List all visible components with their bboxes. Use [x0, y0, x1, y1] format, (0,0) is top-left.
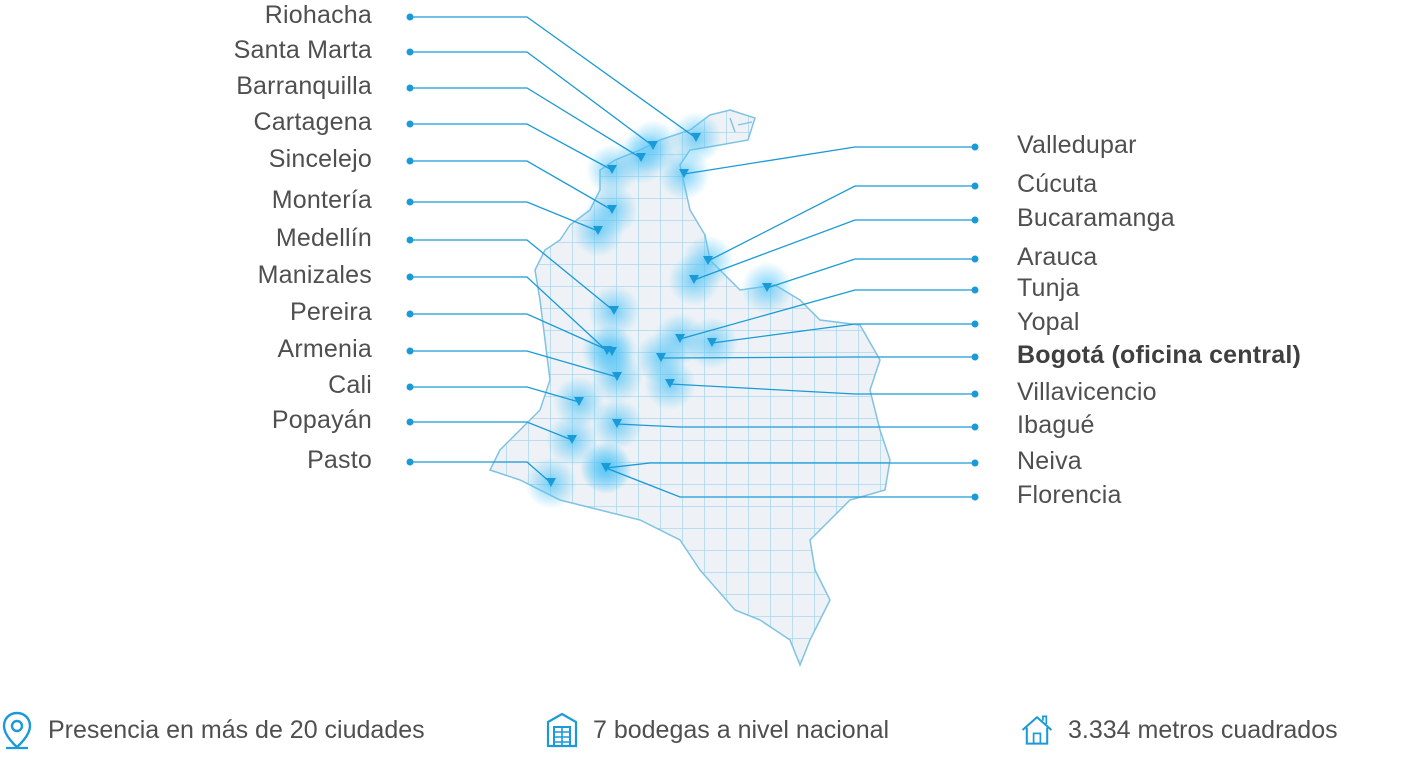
florencia-leader-line [605, 467, 975, 498]
city-label-florencia: Florencia [1017, 481, 1122, 509]
cucuta-marker [703, 256, 713, 265]
city-label-manizales: Manizales [257, 261, 372, 289]
valledupar-marker [679, 169, 689, 178]
bogota-oficina-central-leader-line [660, 356, 975, 359]
city-label-yopal: Yopal [1017, 308, 1080, 336]
bucaramanga-marker [689, 275, 699, 284]
city-label-arauca: Arauca [1017, 243, 1098, 271]
ibague-leader-line [616, 423, 975, 428]
stat-warehouses: 7 bodegas a nivel nacional [545, 705, 889, 755]
manizales-leader-line [410, 276, 608, 352]
cali-leader-line [410, 386, 580, 403]
house-icon [1021, 715, 1053, 745]
city-label-armenia: Armenia [277, 335, 372, 363]
florencia-marker [601, 463, 611, 472]
riohacha-marker [691, 133, 701, 142]
cali-marker [574, 397, 584, 406]
stats-footer: Presencia en más de 20 ciudades 7 bodega… [0, 705, 1402, 763]
city-label-popayan: Popayán [271, 406, 372, 434]
pereira-leader-line [410, 313, 613, 353]
city-label-cartagena: Cartagena [253, 108, 372, 136]
tunja-marker [675, 334, 685, 343]
pasto-leader-line [410, 461, 552, 484]
city-label-valledupar: Valledupar [1017, 131, 1137, 159]
popayan-marker [567, 435, 577, 444]
city-label-santa-marta: Santa Marta [233, 36, 372, 64]
city-label-tunja: Tunja [1017, 274, 1080, 302]
city-label-bucaramanga: Bucaramanga [1017, 204, 1175, 232]
cartagena-marker [607, 165, 617, 174]
city-label-cucuta: Cúcuta [1017, 170, 1098, 198]
stat-warehouses-text: 7 bodegas a nivel nacional [593, 715, 890, 744]
villavicencio-leader-line [669, 383, 975, 395]
colombia-map [406, 13, 979, 666]
cartagena-leader-line [410, 123, 613, 171]
city-label-medellin: Medellín [275, 224, 372, 252]
bogota-oficina-central-marker [656, 353, 666, 362]
pasto-marker [546, 478, 556, 487]
medellin-leader-line [410, 239, 615, 312]
yopal-leader-line [711, 323, 975, 344]
santa-marta-marker [648, 141, 658, 150]
ibague-marker [612, 419, 622, 428]
warehouse-icon [546, 712, 578, 748]
stat-cities: Presencia en más de 20 ciudades [0, 705, 425, 755]
monteria-leader-line [410, 201, 599, 232]
stat-area: 3.334 metros cuadrados [1020, 705, 1338, 755]
leader-lines [406, 13, 979, 501]
city-label-neiva: Neiva [1017, 447, 1082, 475]
valledupar-leader-line [683, 146, 975, 175]
popayan-leader-line [410, 421, 573, 441]
arauca-marker [762, 283, 772, 292]
city-label-pereira: Pereira [290, 298, 372, 326]
city-label-sincelejo: Sincelejo [268, 145, 372, 173]
arauca-leader-line [766, 258, 975, 289]
city-label-cali: Cali [328, 371, 372, 399]
sincelejo-leader-line [410, 160, 613, 211]
yopal-marker [707, 338, 717, 347]
city-label-riohacha: Riohacha [264, 1, 372, 29]
riohacha-leader-line [410, 16, 697, 139]
neiva-leader-line [605, 462, 975, 469]
tunja-leader-line [679, 289, 975, 340]
city-label-ibague: Ibagué [1017, 411, 1095, 439]
santa-marta-leader-line [410, 51, 654, 147]
armenia-leader-line [410, 350, 618, 378]
city-label-barranquilla: Barranquilla [236, 72, 372, 100]
stat-area-text: 3.334 metros cuadrados [1068, 715, 1338, 744]
bucaramanga-leader-line [693, 219, 975, 281]
city-label-pasto: Pasto [307, 446, 372, 474]
city-label-monteria: Montería [271, 186, 372, 214]
sincelejo-marker [607, 205, 617, 214]
location-pin-icon [2, 711, 32, 750]
city-label-bogota-oficina-central: Bogotá (oficina central) [1017, 341, 1301, 369]
villavicencio-marker [665, 379, 675, 388]
city-markers [546, 133, 772, 487]
city-label-villavicencio: Villavicencio [1017, 378, 1157, 406]
stat-cities-text: Presencia en más de 20 ciudades [48, 715, 425, 744]
barranquilla-leader-line [410, 87, 642, 159]
pereira-marker [607, 347, 617, 356]
barranquilla-marker [636, 153, 646, 162]
armenia-marker [612, 372, 622, 381]
monteria-marker [593, 226, 603, 235]
medellin-marker [609, 306, 619, 315]
cucuta-leader-line [707, 185, 975, 262]
